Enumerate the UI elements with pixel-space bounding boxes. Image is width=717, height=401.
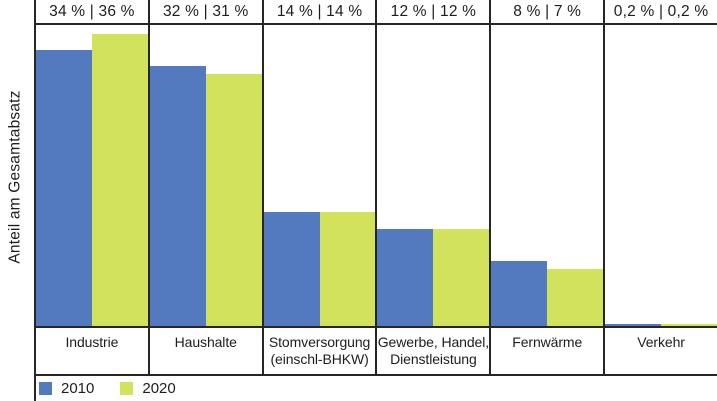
column-gewerbe-handel-dienstleistung: 12 % | 12 % Gewerbe, Handel, Dienstleistun… xyxy=(375,0,490,376)
value-label-stomversorgung-einschl-bhkw: 14 % | 14 % xyxy=(263,0,376,25)
chart-legend: 2010 2020 xyxy=(39,378,176,398)
legend-swatch-2020 xyxy=(120,381,134,395)
bar-2020-gewerbe-handel-dienstleistung xyxy=(433,229,490,326)
legend-item-2020: 2020 xyxy=(120,379,176,397)
category-label-line: Dienstleistung xyxy=(390,351,477,367)
value-label-gewerbe-handel-dienstleistung: 12 % | 12 % xyxy=(377,0,490,25)
category-label-line: Gewerbe, Handel, xyxy=(377,334,490,350)
bar-2020-haushalte xyxy=(205,74,262,326)
bar-2010-haushalte xyxy=(149,66,206,326)
legend-item-2010: 2010 xyxy=(39,380,94,397)
category-label-gewerbe-handel-dienstleistung: Gewerbe, Handel, Dienstleistung xyxy=(377,328,490,376)
plot-cell-fernwärme xyxy=(491,25,604,328)
chart-grid: 34 % | 36 % Industrie 32 % | 31 % Haushalte… xyxy=(36,0,717,376)
bar-2020-verkehr xyxy=(661,324,717,326)
plot-cell-verkehr xyxy=(605,25,717,328)
category-label-stomversorgung-einschl-bhkw: Stomversorgung (einschl-BHKW) xyxy=(263,328,376,376)
bar-2010-gewerbe-handel-dienstleistung xyxy=(377,229,434,326)
legend-swatch-2010 xyxy=(39,381,52,395)
bar-2010-stomversorgung-einschl-bhkw xyxy=(263,212,320,326)
y-axis-line xyxy=(34,0,36,401)
y-axis-label: Anteil am Gesamtabsatz xyxy=(7,89,25,264)
value-label-verkehr: 0,2 % | 0,2 % xyxy=(605,0,717,25)
bar-2020-industrie xyxy=(91,34,148,326)
column-fernwärme: 8 % | 7 % Fernwärme xyxy=(489,0,604,376)
plot-cell-stomversorgung-einschl-bhkw xyxy=(263,25,376,328)
category-label-verkehr: Verkehr xyxy=(605,328,717,376)
y-axis-label-wrap: Anteil am Gesamtabsatz xyxy=(0,25,32,328)
bar-2020-stomversorgung-einschl-bhkw xyxy=(319,212,376,326)
column-verkehr: 0,2 % | 0,2 % Verkehr xyxy=(603,0,717,376)
category-label-line: Verkehr xyxy=(637,334,685,350)
value-label-haushalte: 32 % | 31 % xyxy=(149,0,262,25)
column-haushalte: 32 % | 31 % Haushalte xyxy=(147,0,262,376)
legend-label-2020: 2020 xyxy=(142,379,176,397)
category-label-line: Haushalte xyxy=(174,334,237,350)
plot-cell-industrie xyxy=(36,25,148,328)
value-label-industrie: 34 % | 36 % xyxy=(36,0,148,25)
category-label-industrie: Industrie xyxy=(36,328,148,376)
bar-2010-verkehr xyxy=(605,324,662,326)
category-label-fernwärme: Fernwärme xyxy=(491,328,604,376)
value-label-fernwärme: 8 % | 7 % xyxy=(491,0,604,25)
legend-label-2010: 2010 xyxy=(61,379,95,397)
category-label-haushalte: Haushalte xyxy=(149,328,262,376)
category-label-line: Industrie xyxy=(65,334,119,350)
plot-cell-gewerbe-handel-dienstleistung xyxy=(377,25,490,328)
plot-cell-haushalte xyxy=(149,25,262,328)
column-industrie: 34 % | 36 % Industrie xyxy=(36,0,148,376)
bar-2010-fernwärme xyxy=(491,261,548,326)
bar-2010-industrie xyxy=(36,50,92,326)
category-label-line: (einschl-BHKW) xyxy=(270,351,369,367)
category-label-line: Fernwärme xyxy=(512,334,583,350)
bar-2020-fernwärme xyxy=(547,269,604,326)
category-label-line: Stomversorgung xyxy=(268,334,371,350)
column-stomversorgung-einschl-bhkw: 14 % | 14 % Stomversorgung (einschl-BHKW) xyxy=(261,0,376,376)
